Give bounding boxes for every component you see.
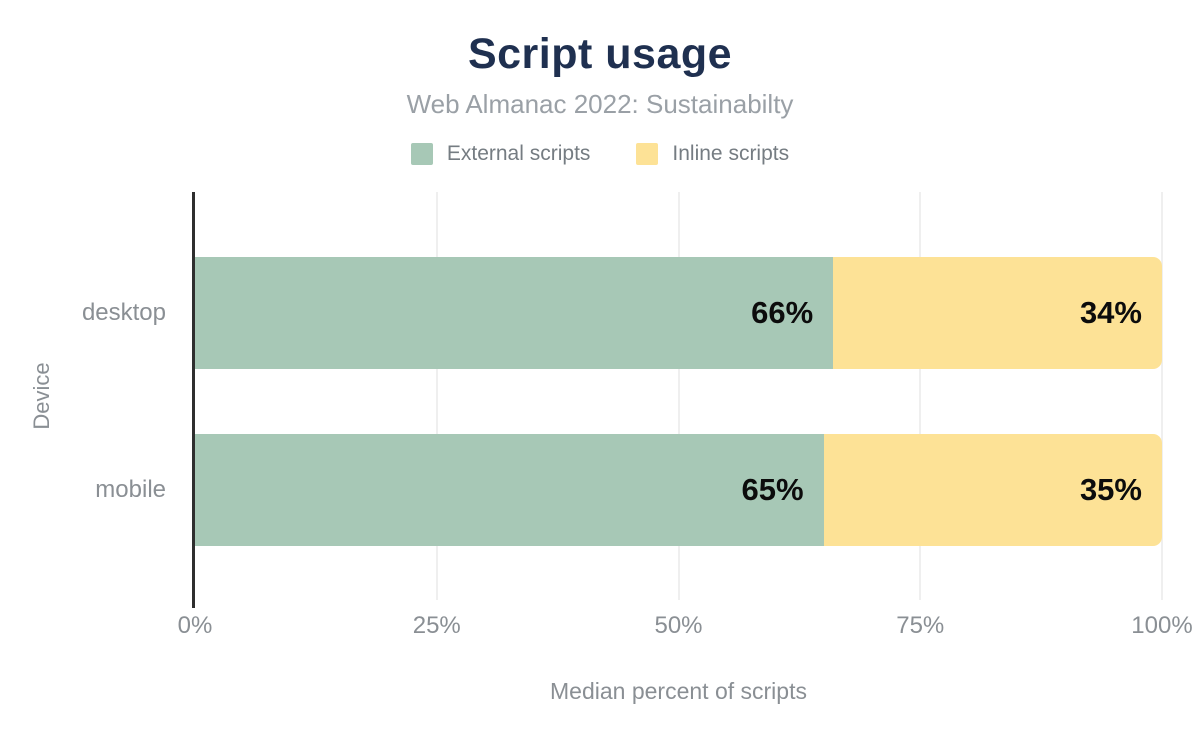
legend-item-inline-scripts: Inline scripts <box>636 142 789 166</box>
x-axis-title: Median percent of scripts <box>550 678 807 704</box>
bar-value-label: 35% <box>1079 472 1142 507</box>
bar-row-desktop: 66% 34% <box>195 257 1162 369</box>
bar-value-label: 66% <box>751 295 814 330</box>
gridline-75 <box>919 192 922 600</box>
chart-title: Script usage <box>467 30 733 78</box>
x-tick-label-50: 50% <box>654 612 703 639</box>
bar-row-mobile: 65% 35% <box>195 434 1162 546</box>
x-tick-label-25: 25% <box>412 612 461 639</box>
bar-segment-mobile-inline-scripts: 35% <box>823 434 1162 546</box>
bar-segment-desktop-inline-scripts: 34% <box>833 257 1162 369</box>
legend-label: External scripts <box>446 142 591 165</box>
legend: External scripts Inline scripts <box>0 142 1200 166</box>
y-axis-title: Device <box>29 362 54 430</box>
x-tick-label-100: 100% <box>1131 612 1193 639</box>
legend-label: Inline scripts <box>672 142 790 165</box>
legend-swatch-external-scripts <box>410 143 433 165</box>
plot-area: 66% 34% 65% 35% <box>195 192 1163 600</box>
legend-swatch-inline-scripts <box>636 143 659 165</box>
y-axis-line <box>192 192 195 608</box>
category-label-desktop: desktop <box>81 299 166 326</box>
chart-subtitle: Web Almanac 2022: Sustainabilty <box>406 89 794 119</box>
legend-item-external-scripts: External scripts <box>410 142 591 166</box>
x-tick-label-0: 0% <box>177 612 213 639</box>
gridline-25 <box>435 192 438 600</box>
category-label-mobile: mobile <box>95 476 166 503</box>
x-tick-label-75: 75% <box>896 612 945 639</box>
bar-value-label: 65% <box>741 472 804 507</box>
gridline-50 <box>677 192 680 600</box>
bar-segment-desktop-external-scripts: 66% <box>195 257 834 369</box>
gridline-100 <box>1161 192 1163 600</box>
bar-segment-mobile-external-scripts: 65% <box>195 434 824 546</box>
bar-value-label: 34% <box>1079 295 1142 330</box>
